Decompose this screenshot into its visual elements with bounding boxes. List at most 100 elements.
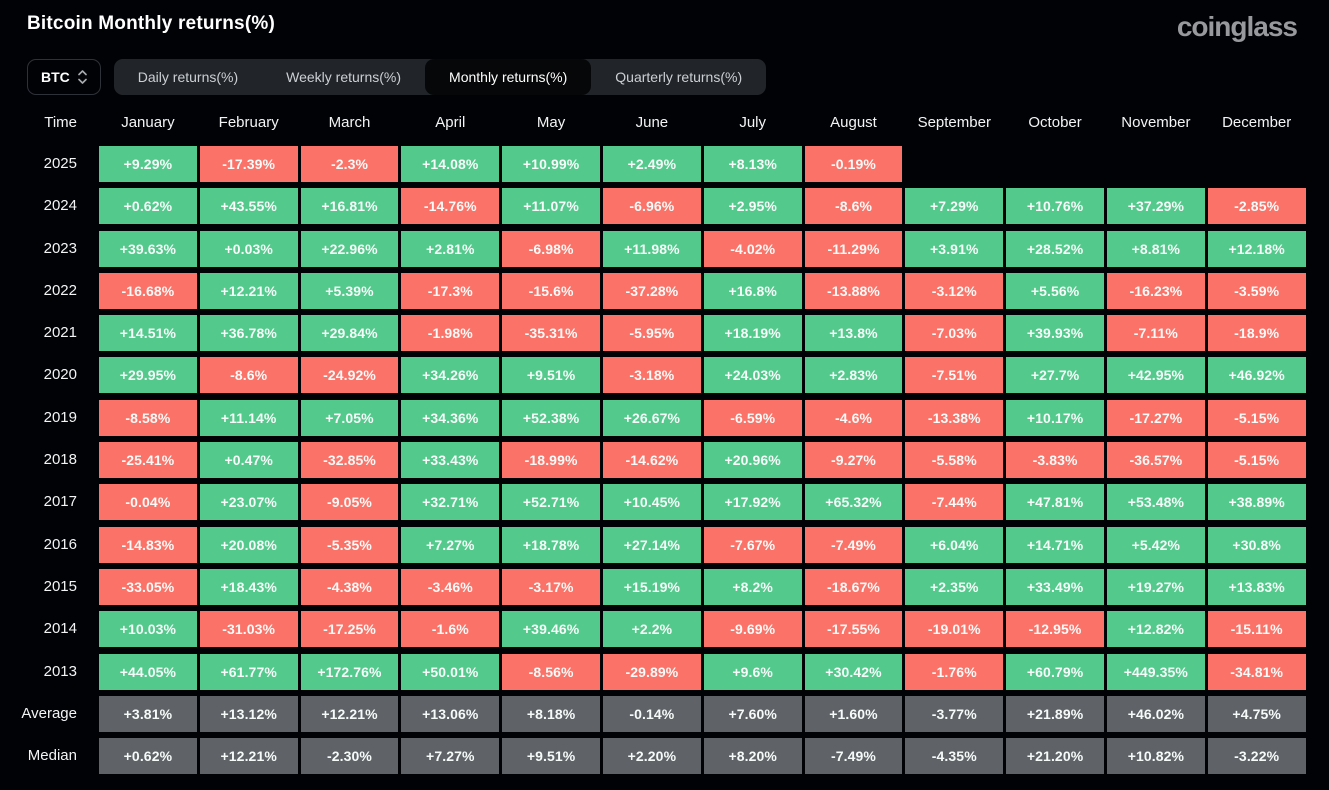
return-cell: +50.01% — [401, 653, 500, 690]
return-cell: +27.14% — [602, 526, 701, 563]
column-header: October — [1028, 114, 1082, 131]
return-cell: -7.67% — [703, 526, 802, 563]
return-cell: +1.60% — [804, 695, 903, 732]
return-cell: +14.08% — [401, 146, 500, 182]
table-row: 2015 -33.05% +18.43% -4.38% -3.46% -3.17% +15.… — [0, 568, 1329, 605]
return-cell: +21.20% — [1006, 738, 1104, 775]
return-cell: +13.12% — [199, 695, 298, 732]
row-label: Median — [27, 747, 77, 765]
return-cell: +20.08% — [199, 526, 298, 563]
column-header: June — [635, 114, 669, 131]
return-cell: +10.45% — [602, 484, 701, 521]
return-cell: -19.01% — [905, 611, 1004, 648]
row-label: 2017 — [43, 493, 77, 511]
return-cell: -2.30% — [300, 738, 399, 775]
return-cell: -37.28% — [602, 272, 701, 309]
return-cell: +43.55% — [199, 188, 298, 225]
row-label: 2022 — [43, 281, 77, 299]
return-cell: -5.35% — [300, 526, 399, 563]
page-title: Bitcoin Monthly returns(%) — [27, 13, 275, 34]
return-cell: +8.13% — [703, 146, 802, 182]
return-cell: +21.89% — [1006, 695, 1104, 732]
return-cell: -8.58% — [99, 399, 197, 436]
return-cell: +0.03% — [199, 230, 298, 267]
return-cell: +18.43% — [199, 568, 298, 605]
return-cell: +7.27% — [401, 738, 500, 775]
column-header: December — [1222, 114, 1292, 131]
return-cell: +30.8% — [1207, 526, 1306, 563]
return-cell: +10.76% — [1006, 188, 1104, 225]
return-cell: +36.78% — [199, 315, 298, 352]
return-cell: +2.20% — [602, 738, 701, 775]
column-header: January — [121, 114, 175, 131]
tab-daily-returns[interactable]: Daily returns(%) — [114, 59, 262, 95]
return-cell: -5.58% — [905, 442, 1004, 479]
return-cell: -2.3% — [300, 146, 399, 182]
return-cell: +39.93% — [1006, 315, 1104, 352]
return-cell: +6.04% — [905, 526, 1004, 563]
symbol-select[interactable]: BTC — [27, 59, 101, 95]
return-cell: +46.92% — [1207, 357, 1306, 394]
controls-bar: BTC Daily returns(%) Weekly returns(%) Mon… — [27, 59, 1329, 95]
return-cell: +61.77% — [199, 653, 298, 690]
return-cell: -9.27% — [804, 442, 903, 479]
return-cell: -15.11% — [1207, 611, 1306, 648]
return-cell: +38.89% — [1207, 484, 1306, 521]
column-header: April — [435, 114, 466, 131]
return-cell: +2.2% — [602, 611, 701, 648]
top-bar: Bitcoin Monthly returns(%) coinglass — [0, 0, 1329, 41]
return-cell: -17.55% — [804, 611, 903, 648]
return-cell: +20.96% — [703, 442, 802, 479]
return-cell: +11.07% — [502, 188, 600, 225]
row-label: 2023 — [43, 239, 77, 257]
return-cell: +8.81% — [1106, 230, 1205, 267]
return-cell: -18.67% — [804, 568, 903, 605]
return-cell: +9.51% — [502, 357, 600, 394]
table-row: 2022 -16.68% +12.21% +5.39% -17.3% -15.6% -37.… — [0, 272, 1329, 309]
return-cell: +29.84% — [300, 315, 399, 352]
return-cell: +22.96% — [300, 230, 399, 267]
return-cell: +44.05% — [99, 653, 197, 690]
return-cell: +13.83% — [1207, 568, 1306, 605]
return-cell: +33.49% — [1006, 568, 1104, 605]
return-cell: +13.06% — [401, 695, 500, 732]
return-cell: +8.2% — [703, 568, 802, 605]
tab-monthly-returns[interactable]: Monthly returns(%) — [425, 59, 592, 95]
return-cell: +2.83% — [804, 357, 903, 394]
table-row: 2014 +10.03% -31.03% -17.25% -1.6% +39.46% +2.… — [0, 611, 1329, 648]
return-cell: +26.67% — [602, 399, 701, 436]
return-cell: +12.21% — [300, 695, 399, 732]
return-cell: +37.29% — [1106, 188, 1205, 225]
return-cell: +12.18% — [1207, 230, 1306, 267]
return-cell: -2.85% — [1207, 188, 1306, 225]
return-cell: -3.22% — [1207, 738, 1306, 775]
return-cell: -4.6% — [804, 399, 903, 436]
return-cell: -25.41% — [99, 442, 197, 479]
row-label: 2018 — [43, 451, 77, 469]
tab-weekly-returns[interactable]: Weekly returns(%) — [262, 59, 425, 95]
return-cell: -8.6% — [199, 357, 298, 394]
tab-quarterly-returns[interactable]: Quarterly returns(%) — [591, 59, 766, 95]
return-cell: +10.99% — [502, 146, 600, 182]
return-cell: +9.51% — [502, 738, 600, 775]
column-header: March — [328, 114, 371, 131]
return-cell — [905, 146, 1003, 182]
table-row: 2017 -0.04% +23.07% -9.05% +32.71% +52.71% +10… — [0, 484, 1329, 521]
return-cell: -35.31% — [502, 315, 600, 352]
return-cell: +7.05% — [300, 399, 399, 436]
return-cell: +33.43% — [401, 442, 500, 479]
return-cell: +0.62% — [99, 188, 197, 225]
table-row: 2019 -8.58% +11.14% +7.05% +34.36% +52.38% +26… — [0, 399, 1329, 436]
return-cell: -0.19% — [804, 146, 903, 182]
return-cell: -3.12% — [905, 272, 1004, 309]
return-cell: +24.03% — [703, 357, 802, 394]
return-cell: +12.82% — [1106, 611, 1205, 648]
return-cell: +14.71% — [1006, 526, 1104, 563]
return-cell: +7.27% — [401, 526, 500, 563]
return-cell: -5.15% — [1207, 442, 1306, 479]
row-label: 2025 — [43, 155, 77, 172]
column-header: July — [739, 114, 767, 131]
return-cell: -34.81% — [1207, 653, 1306, 690]
return-cell: +4.75% — [1207, 695, 1306, 732]
return-cell: +34.26% — [401, 357, 500, 394]
